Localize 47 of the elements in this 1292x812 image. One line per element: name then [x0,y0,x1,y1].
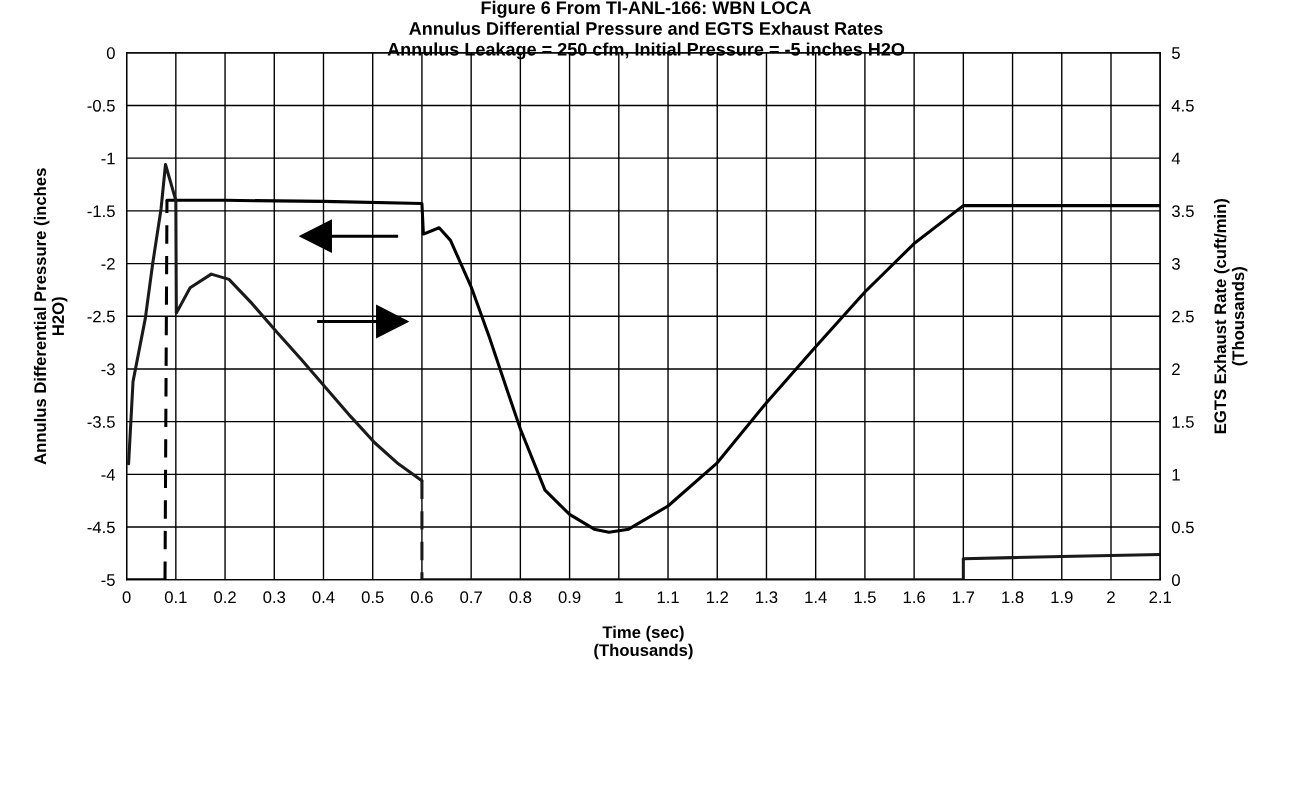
x-tick-label: 1.6 [903,591,925,604]
x-tick-label: 0.2 [214,591,236,604]
y-tick-label: -3 [101,363,115,376]
x-tick-label: 0.4 [312,591,335,604]
y2-tick-label: 1 [1172,468,1180,481]
x-tick-label: 1 [615,591,623,603]
x-axis-title: Time (sec) (Thousands) [594,625,693,660]
y2-tick-label: 0.5 [1171,521,1194,534]
x-tick-label: 1.2 [706,591,728,603]
x-tick-label: 1.4 [805,591,827,603]
x-tick-label: 0.8 [509,591,532,604]
y2-tick-label: 5 [1171,47,1180,59]
y-tick-label: -4 [101,468,116,481]
y2-tick-label: 3 [1171,257,1180,270]
x-tick-label: 2.1 [1149,591,1171,603]
x-tick-label: 0 [122,591,131,604]
y-axis-title: Annulus Differential Pressure (inches H2O) [33,168,68,465]
x-tick-label: 1.8 [1002,591,1024,604]
x-tick-label: 0.3 [263,591,286,604]
y-tick-label: -3.5 [87,416,115,428]
y-tick-label: -1 [101,152,115,165]
y2-tick-label: 4 [1171,152,1181,165]
y-tick-label: -2 [101,257,115,270]
y2-tick-label: 1.5 [1172,416,1194,428]
y-tick-label: -0.5 [87,99,115,112]
y-tick-label: -5 [101,574,115,586]
y2-tick-label: 2 [1172,363,1180,376]
x-tick-label: 0.6 [411,591,433,604]
x-tick-label: 0.1 [164,591,187,604]
x-tick-label: 1.9 [1051,591,1073,604]
y-tick-label: 0 [106,47,115,59]
y2-tick-label: 2.5 [1172,310,1194,323]
y2-tick-label: 3.5 [1171,205,1194,218]
y-tick-label: -4.5 [87,521,115,534]
x-tick-label: 2 [1107,591,1115,603]
y2-tick-label: 4.5 [1171,100,1194,112]
y2-axis-title: EGTS Exhaust Rate (cuft/min) (Thousands) [1213,199,1248,434]
y-tick-label: -1.5 [87,205,115,218]
x-tick-label: 0.9 [558,591,581,604]
y-tick-label: -2.5 [87,310,115,323]
x-tick-label: 0.5 [361,591,384,604]
x-tick-label: 0.7 [460,591,482,604]
x-tick-label: 1.7 [953,591,975,603]
x-tick-label: 1.3 [756,591,778,604]
y2-tick-label: 0 [1171,574,1180,586]
x-tick-label: 1.5 [854,591,876,604]
x-tick-label: 1.1 [657,591,679,603]
